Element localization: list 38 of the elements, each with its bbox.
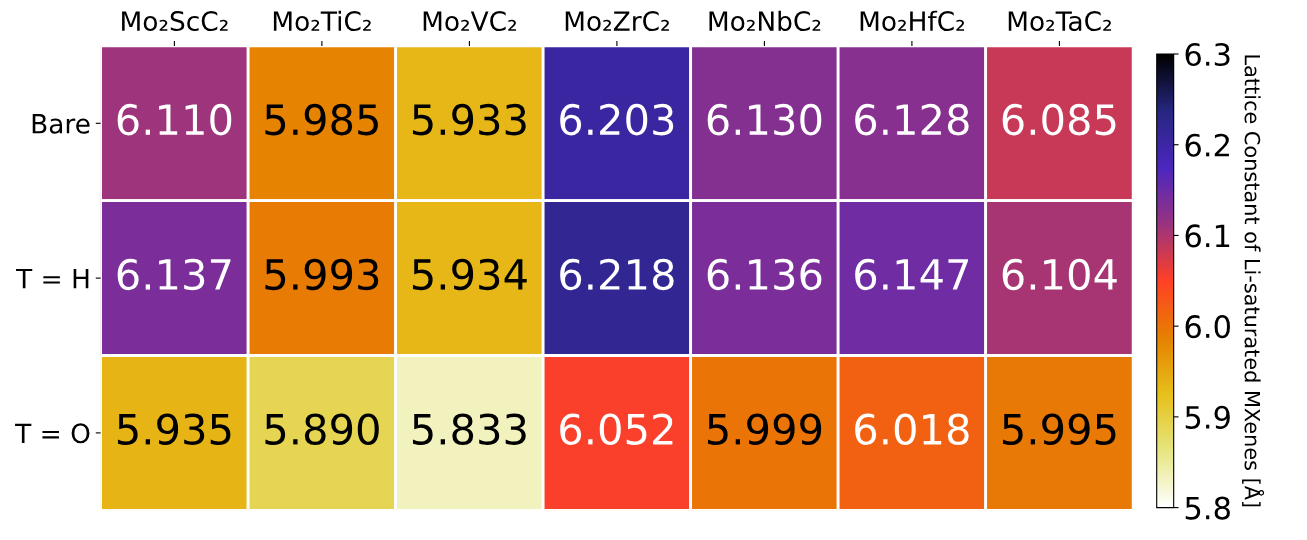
data-label: 5.999 bbox=[707, 413, 822, 445]
data-label: 5.995 bbox=[1002, 413, 1116, 445]
y-tick-label: T = O bbox=[15, 423, 90, 444]
color-bar-label: 6.1 bbox=[1185, 224, 1230, 248]
data-label: 6.104 bbox=[1002, 258, 1117, 291]
x-tick-label: Mo₂HfC₂ bbox=[860, 10, 965, 32]
y-tick-label: Bare bbox=[32, 114, 90, 134]
color-bar-label: 6.0 bbox=[1185, 315, 1230, 339]
data-label: 6.018 bbox=[855, 413, 969, 445]
data-label: 6.136 bbox=[707, 258, 822, 291]
x-tick-label: Mo₂VC₂ bbox=[423, 11, 517, 32]
data-label: 6.052 bbox=[560, 413, 673, 445]
color-bar-label: 5.8 bbox=[1185, 496, 1230, 520]
data-label: 6.203 bbox=[560, 103, 674, 136]
data-label: 6.147 bbox=[855, 258, 968, 291]
x-tick-label: Mo₂TiC₂ bbox=[273, 10, 371, 32]
data-label: 5.993 bbox=[265, 258, 379, 291]
data-label: 5.935 bbox=[117, 413, 231, 445]
data-label: 5.985 bbox=[265, 103, 378, 136]
x-tick-label: Mo₂TaC₂ bbox=[1008, 11, 1111, 32]
data-label: 6.218 bbox=[560, 258, 674, 291]
x-tick-label: Mo₂NbC₂ bbox=[709, 10, 821, 32]
y-tick-label: T = H bbox=[15, 268, 89, 289]
data-label: 5.934 bbox=[412, 258, 527, 291]
data-label: 6.085 bbox=[1002, 103, 1116, 136]
data-label: 6.130 bbox=[707, 103, 822, 136]
color-bar-title: Lattice Constant of Li-saturated MXenes [Å] bbox=[1242, 55, 1265, 507]
color-bar-label: 5.9 bbox=[1185, 405, 1230, 429]
data-label: 5.833 bbox=[412, 413, 526, 445]
data-label: 5.933 bbox=[412, 103, 526, 136]
color-bar-label: 6.3 bbox=[1185, 42, 1230, 67]
color-bar-label: 6.2 bbox=[1185, 133, 1229, 157]
data-label: 6.137 bbox=[117, 258, 231, 291]
x-tick-label: Mo₂ZrC₂ bbox=[565, 11, 669, 32]
x-tick-label: Mo₂ScC₂ bbox=[122, 11, 228, 32]
data-label: 6.128 bbox=[855, 103, 969, 136]
data-label: 5.890 bbox=[265, 413, 379, 445]
data-label: 6.110 bbox=[117, 103, 232, 136]
